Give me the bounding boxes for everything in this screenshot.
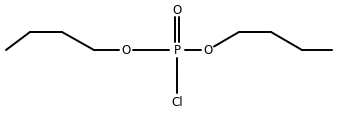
Text: Cl: Cl <box>171 97 183 110</box>
Text: O: O <box>172 4 182 17</box>
Text: O: O <box>204 44 213 57</box>
Text: P: P <box>173 44 181 57</box>
Text: O: O <box>121 44 131 57</box>
